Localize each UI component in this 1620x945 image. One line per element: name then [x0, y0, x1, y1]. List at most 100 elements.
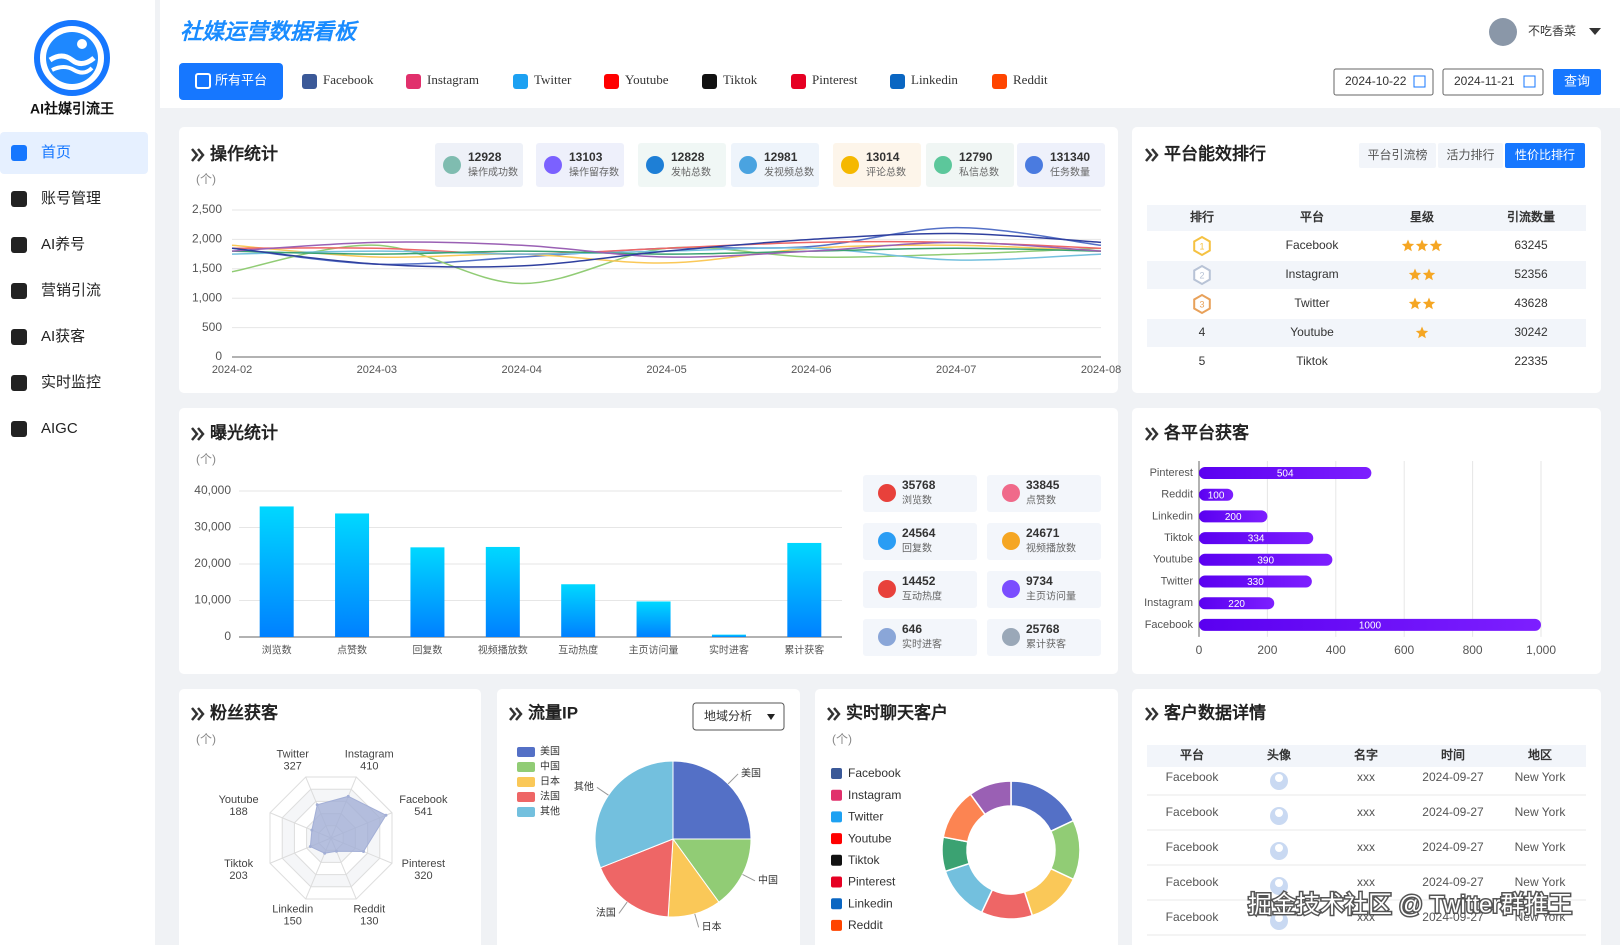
platform: Facebook: [1286, 238, 1340, 252]
tab-active[interactable]: [179, 63, 283, 100]
x-tick-label: 2024-06: [791, 364, 831, 376]
title-icon: [1151, 427, 1159, 441]
cell: 2024-09-27: [1422, 770, 1484, 784]
stat-value: 24671: [1026, 526, 1060, 540]
tab-icon: [992, 74, 1007, 89]
slice-label: 其他: [574, 780, 594, 793]
y-tick-label: 500: [202, 320, 222, 334]
stat-card: [863, 619, 977, 656]
platform-tab[interactable]: 所有平台: [215, 72, 267, 87]
stat-value: 131340: [1050, 150, 1090, 164]
title-icon: [1151, 148, 1159, 162]
rank-tab-label[interactable]: 性价比排行: [1515, 148, 1575, 162]
stat-icon: [841, 156, 859, 174]
title-icon: [1151, 707, 1159, 721]
menu-icon: [11, 283, 27, 299]
platform-tab[interactable]: Facebook: [323, 72, 374, 87]
date-input[interactable]: [1333, 68, 1434, 96]
radar-value: 130: [360, 916, 378, 928]
legend-icon: [831, 919, 842, 931]
title-icon: [191, 148, 199, 162]
slice-label: 日本: [702, 920, 722, 933]
platform-tab[interactable]: Tiktok: [723, 72, 758, 87]
menu-item[interactable]: 营销引流: [41, 282, 101, 299]
y-tick-label: Tiktok: [1164, 532, 1193, 544]
watermark: 掘金技术社区 @ Twitter群推王: [1248, 891, 1572, 918]
stat-value: 13014: [866, 150, 900, 164]
legend-swatch: [517, 762, 535, 772]
star: [1429, 239, 1443, 252]
stat-value: 24564: [902, 526, 936, 540]
legend-label: Linkedin: [848, 896, 893, 910]
stat-icon: [739, 156, 757, 174]
column-header: 平台: [1300, 209, 1324, 224]
menu-item[interactable]: 实时监控: [41, 374, 101, 391]
select[interactable]: [692, 702, 785, 731]
user-name[interactable]: 不吃香菜: [1528, 24, 1576, 38]
radar-value: 188: [229, 806, 247, 818]
y-tick-label: 40,000: [194, 483, 231, 497]
star: [1415, 239, 1429, 252]
select-value[interactable]: 地域分析: [704, 709, 752, 723]
query-button[interactable]: [1553, 69, 1601, 95]
stat-icon: [443, 156, 461, 174]
avatar-head: [1275, 844, 1283, 852]
value-label: 504: [1277, 469, 1294, 480]
caret[interactable]: [1589, 28, 1601, 35]
platform-tab[interactable]: Linkedin: [911, 72, 958, 87]
menu-item[interactable]: AI养号: [41, 236, 85, 253]
bar: [1199, 488, 1234, 501]
rank-tab-label[interactable]: 平台引流榜: [1367, 147, 1427, 162]
rank-tab-label[interactable]: 活力排行: [1446, 148, 1494, 162]
stat-icon: [646, 156, 664, 174]
bar: [636, 601, 671, 637]
platform-tab[interactable]: Youtube: [625, 72, 669, 87]
title-icon: [197, 427, 205, 441]
y-tick-label: Twitter: [1161, 575, 1194, 587]
legend-swatch: [517, 747, 535, 757]
title-icon: [197, 148, 205, 162]
cell: New York: [1515, 910, 1567, 924]
platform-tab[interactable]: Instagram: [427, 72, 479, 87]
bar: [1199, 510, 1268, 523]
rank-tab[interactable]: [1438, 143, 1503, 168]
stat-icon: [878, 532, 896, 550]
date-start[interactable]: 2024-10-22: [1345, 74, 1407, 88]
rank-tab[interactable]: [1359, 143, 1436, 168]
platform-tab[interactable]: Pinterest: [812, 72, 858, 87]
query-label[interactable]: 查询: [1564, 73, 1590, 88]
menu-item[interactable]: 首页: [41, 144, 71, 161]
x-tick-label: 主页访问量: [629, 644, 679, 657]
stat-value: 33845: [1026, 478, 1060, 492]
stat-value: 25768: [1026, 622, 1060, 636]
platform-tab[interactable]: Twitter: [534, 72, 572, 87]
stat-label: 操作成功数: [468, 166, 518, 179]
slice-label: 美国: [741, 767, 761, 780]
bar: [787, 542, 822, 637]
date-input[interactable]: [1442, 68, 1544, 96]
y-tick-label: 10,000: [194, 593, 231, 607]
y-tick-label: Youtube: [1153, 554, 1193, 566]
value-label: 334: [1248, 534, 1265, 545]
legend-icon: [831, 854, 842, 866]
unit: (个): [832, 732, 852, 746]
stat-value: 35768: [902, 478, 936, 492]
menu-item[interactable]: AIGC: [41, 420, 78, 437]
radar-label: Pinterest: [402, 858, 445, 870]
column-header: 名字: [1354, 747, 1378, 762]
platform-tab[interactable]: Reddit: [1013, 72, 1048, 87]
row-stripe: [1147, 319, 1586, 347]
avatar[interactable]: [1489, 18, 1517, 46]
menu-icon: [11, 421, 27, 437]
legend-swatch: [517, 792, 535, 802]
avatar-head: [1275, 774, 1283, 782]
bar: [1199, 597, 1275, 610]
bar: [1199, 532, 1314, 545]
tab-icon: [513, 74, 528, 89]
rank-tab[interactable]: [1505, 143, 1585, 168]
menu-item[interactable]: AI获客: [41, 328, 85, 345]
menu-item[interactable]: 账号管理: [41, 190, 101, 207]
bar: [259, 506, 294, 637]
date-end[interactable]: 2024-11-21: [1454, 74, 1515, 88]
x-tick-label: 2024-07: [936, 364, 976, 376]
